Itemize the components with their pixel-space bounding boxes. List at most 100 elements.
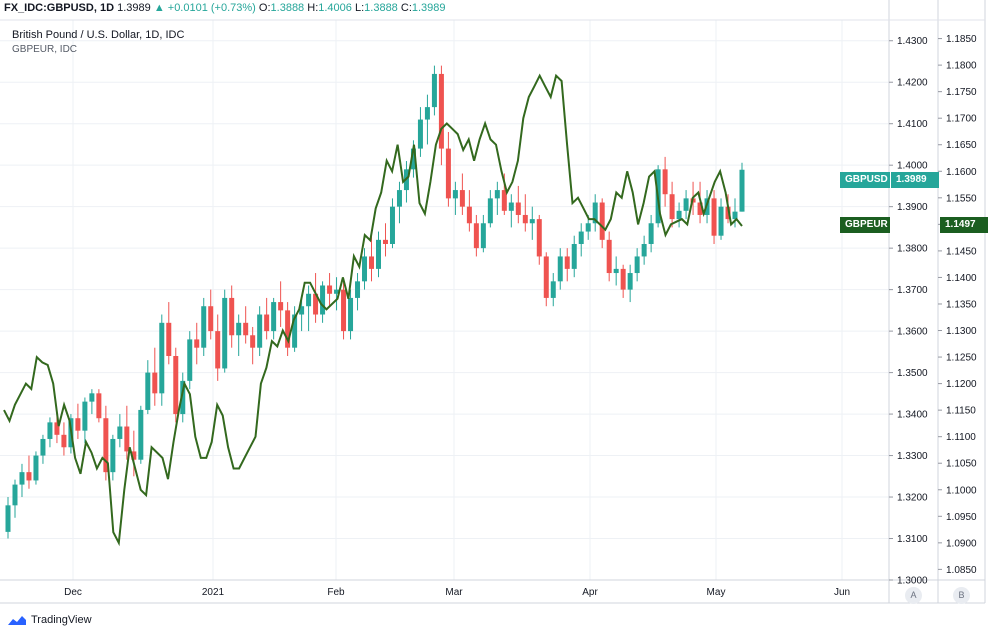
tradingview-logo[interactable]: TradingView [6, 614, 92, 626]
candle-body [515, 202, 521, 215]
candle-body [124, 426, 130, 452]
candle-body [159, 322, 165, 394]
candle-body [110, 438, 116, 473]
compare-series-title[interactable]: GBPEUR, IDC [12, 44, 78, 55]
gbpeur-tick-label: 1.1550 [946, 193, 977, 204]
gbpeur-tick-label: 1.1200 [946, 379, 977, 390]
candle-body [438, 73, 444, 149]
candle-body [341, 289, 347, 332]
candle-body [229, 297, 235, 336]
candle-body [166, 322, 172, 356]
candle-body [683, 198, 689, 211]
gbpeur-tick-label: 1.0850 [946, 565, 977, 576]
high-label: H: [307, 2, 319, 14]
candle-body [355, 281, 361, 298]
candle-body [222, 297, 228, 369]
price-tick-label: 1.3900 [897, 202, 928, 213]
candle-body [327, 285, 333, 294]
time-tick-label: Mar [445, 587, 463, 598]
price-tick-label: 1.4000 [897, 161, 928, 172]
candle-body [529, 219, 535, 224]
candle-body [662, 169, 668, 195]
candle-body [243, 322, 249, 336]
gbpeur-tick-label: 1.0950 [946, 512, 977, 523]
gbpeur-tick-label: 1.1100 [946, 432, 976, 443]
candle-body [271, 302, 277, 332]
gbpeur-tick-label: 1.1150 [946, 406, 976, 417]
time-tick-label: Dec [64, 587, 82, 598]
price-tick-label: 1.3500 [897, 368, 928, 379]
candle-body [250, 335, 256, 348]
candle-body [299, 306, 305, 315]
candle-body [466, 206, 472, 224]
candle-body [145, 372, 151, 410]
candle-body [264, 314, 270, 332]
candle-body [187, 339, 193, 381]
gbpeur-tick-label: 1.1000 [946, 485, 977, 496]
candle-body [606, 239, 612, 274]
gbpusd-price-badge-label: GBPUSD [840, 172, 890, 188]
time-tick-label: May [707, 587, 726, 598]
candle-body [620, 268, 626, 290]
time-tick-label: 2021 [202, 587, 225, 598]
candle-body [201, 306, 207, 348]
candle-body [501, 190, 507, 211]
candle-body [424, 107, 430, 120]
candle-body [739, 169, 745, 212]
candle-body [452, 190, 458, 199]
candle-body [208, 306, 214, 332]
candle-body [313, 293, 319, 315]
time-tick-label: Apr [582, 587, 598, 598]
gbpusd-price-badge-value: 1.3989 [891, 172, 939, 188]
candle-body [236, 322, 242, 336]
candle-body [508, 202, 514, 211]
candle-body [445, 148, 451, 199]
axis-a-button[interactable]: A [905, 587, 922, 604]
candle-body [138, 409, 144, 460]
candle-body [578, 231, 584, 244]
candle-body [375, 239, 381, 269]
candle-body [82, 401, 88, 431]
candle-body [613, 268, 619, 274]
candle-body [19, 472, 25, 485]
candle-body [648, 223, 654, 244]
time-tick-label: Jun [834, 587, 850, 598]
candle-body [417, 119, 423, 149]
change-up-icon: ▲ [153, 2, 165, 14]
candle-body [669, 194, 675, 220]
gbpeur-price-badge-label: GBPEUR [840, 217, 890, 233]
symbol-label[interactable]: FX_IDC:GBPUSD, 1D [4, 2, 115, 14]
gbpusd-candles [5, 65, 745, 539]
candle-body [718, 206, 724, 236]
candle-body [12, 484, 18, 506]
gbpeur-tick-label: 1.1250 [946, 353, 977, 364]
gbpeur-tick-label: 1.1450 [946, 246, 977, 257]
candle-body [47, 422, 53, 439]
candle-body [431, 73, 437, 108]
candle-body [592, 202, 598, 224]
gbpeur-tick-label: 1.1600 [946, 167, 977, 178]
candle-body [725, 206, 731, 220]
tradingview-cloud-icon [8, 616, 26, 626]
candle-body [292, 314, 298, 348]
gbpeur-tick-label: 1.1700 [946, 114, 977, 125]
price-tick-label: 1.4200 [897, 78, 928, 89]
gbpeur-tick-label: 1.1650 [946, 140, 977, 151]
symbol-header: FX_IDC:GBPUSD, 1D 1.3989 ▲ +0.0101 (+0.7… [4, 2, 446, 14]
candle-body [550, 281, 556, 298]
gbpeur-tick-label: 1.1400 [946, 273, 977, 284]
axis-b-button[interactable]: B [953, 587, 970, 604]
close-value: 1.3989 [411, 2, 446, 14]
candle-body [473, 223, 479, 249]
gbpeur-tick-label: 1.1350 [946, 299, 977, 310]
candle-body [564, 256, 570, 269]
candle-body [585, 223, 591, 232]
chart-title[interactable]: British Pound / U.S. Dollar, 1D, IDC [12, 29, 185, 41]
candle-body [536, 219, 542, 257]
price-tick-label: 1.4100 [897, 119, 928, 130]
brand-label: TradingView [31, 614, 92, 626]
candle-body [382, 239, 388, 244]
candle-body [96, 393, 102, 419]
candle-body [676, 210, 682, 220]
